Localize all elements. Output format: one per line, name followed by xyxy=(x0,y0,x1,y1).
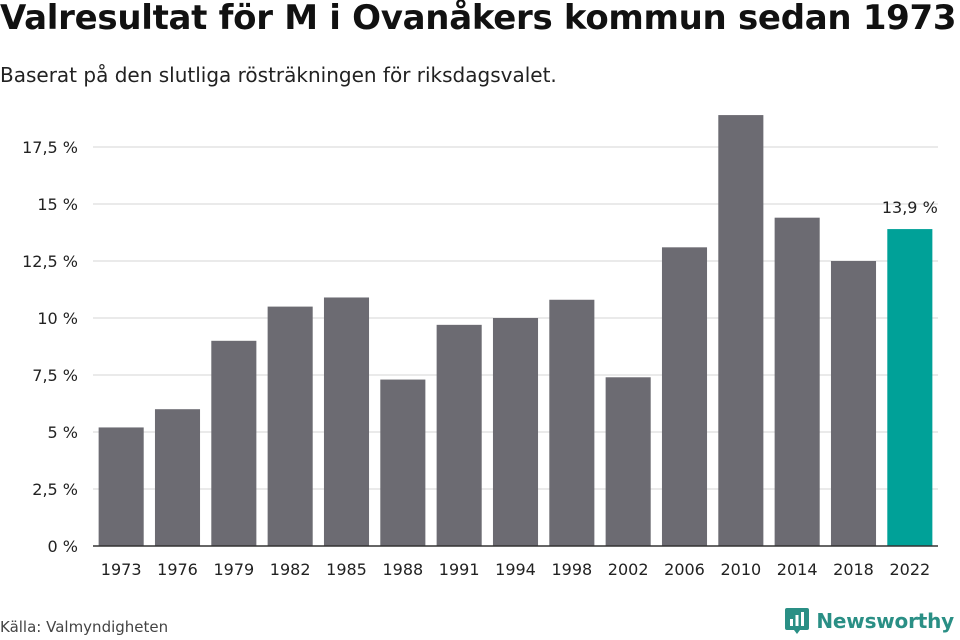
x-tick-label: 2006 xyxy=(664,560,705,579)
y-tick-label: 7,5 % xyxy=(32,366,78,385)
bar-1991 xyxy=(436,324,482,546)
bars xyxy=(98,115,933,546)
bar-1976 xyxy=(154,409,201,546)
y-tick-label: 10 % xyxy=(37,309,78,328)
x-tick-label: 1979 xyxy=(213,560,254,579)
bar-1973 xyxy=(98,427,144,546)
x-tick-label: 2014 xyxy=(777,560,818,579)
x-tick-label: 1994 xyxy=(495,560,536,579)
x-tick-label: 1976 xyxy=(157,560,198,579)
x-tick-label: 2002 xyxy=(608,560,649,579)
x-tick-label: 2022 xyxy=(889,560,930,579)
y-tick-label: 12,5 % xyxy=(22,252,78,271)
y-tick-label: 2,5 % xyxy=(32,480,78,499)
bar-2014 xyxy=(774,217,820,546)
x-axis-ticks: 1973 1976 1979 1982 1985 1988 1991 1994 1998 2002… xyxy=(101,560,930,579)
x-tick-label: 2010 xyxy=(720,560,761,579)
bar-2006 xyxy=(661,247,708,546)
source-note: Källa: Valmyndigheten xyxy=(0,618,169,636)
bar-2022 xyxy=(887,229,933,546)
x-tick-label: 1991 xyxy=(439,560,480,579)
bar-2002 xyxy=(605,377,651,546)
y-tick-label: 17,5 % xyxy=(22,138,78,157)
x-tick-label: 1988 xyxy=(382,560,423,579)
bar-1982 xyxy=(267,306,313,546)
bar-1998 xyxy=(549,299,595,546)
newsworthy-logo: Newsworthy xyxy=(784,607,954,635)
bar-1985 xyxy=(323,297,370,546)
bar-2010 xyxy=(718,115,764,546)
chart-title: Valresultat för M i Ovanåkers kommun sed… xyxy=(0,0,957,38)
bar-2018 xyxy=(830,261,877,546)
y-tick-label: 15 % xyxy=(37,195,78,214)
bar-chart: 0 % 2,5 % 5 % 7,5 % 10 % 12,5 % 15 % 17,5 % 197… xyxy=(22,115,938,579)
x-tick-label: 1985 xyxy=(326,560,367,579)
bar-1994 xyxy=(492,318,539,546)
x-tick-label: 2018 xyxy=(833,560,874,579)
brand-name: Newsworthy xyxy=(816,609,954,633)
bar-1979 xyxy=(211,340,257,546)
value-label-2022: 13,9 % xyxy=(882,198,938,217)
y-axis-ticks: 0 % 2,5 % 5 % 7,5 % 10 % 12,5 % 15 % 17,5 % xyxy=(22,138,78,556)
x-tick-label: 1982 xyxy=(270,560,311,579)
y-tick-label: 5 % xyxy=(48,423,78,442)
x-tick-label: 1973 xyxy=(101,560,142,579)
bar-1988 xyxy=(380,379,426,546)
y-tick-label: 0 % xyxy=(48,537,78,556)
chart-subtitle: Baserat på den slutliga rösträkningen fö… xyxy=(0,63,557,87)
bar-chart-badge-icon xyxy=(785,608,810,634)
x-tick-label: 1998 xyxy=(551,560,592,579)
